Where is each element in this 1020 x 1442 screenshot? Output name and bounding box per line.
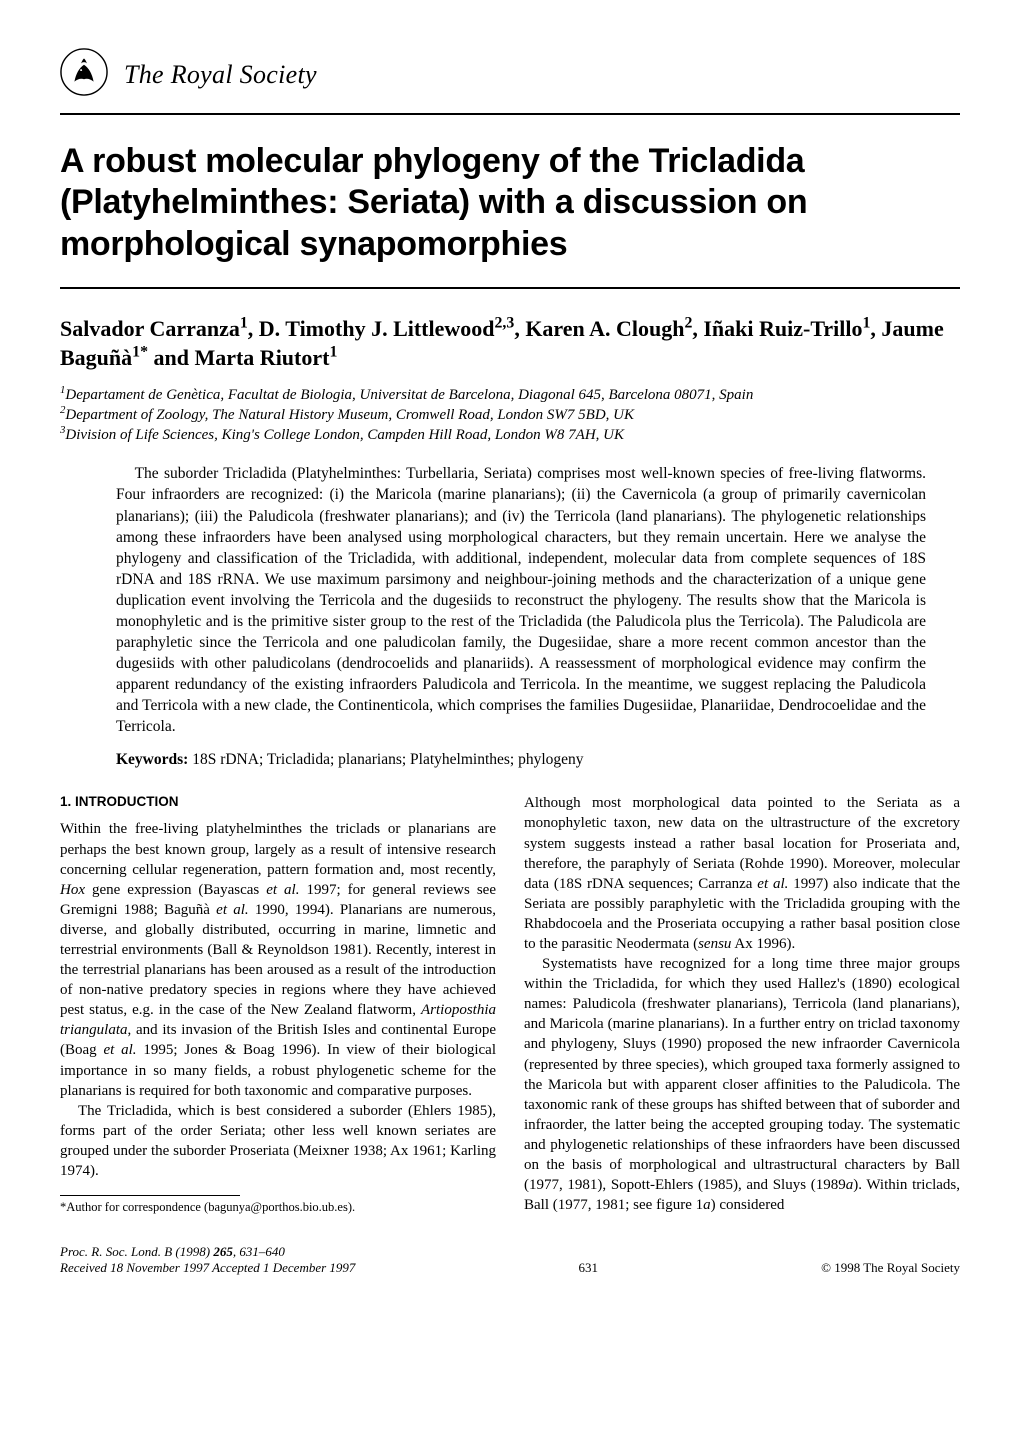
body-para: Systematists have recognized for a long …: [524, 954, 960, 1215]
keywords-label: Keywords:: [116, 751, 188, 768]
body-para: Within the free-living platyhelminthes t…: [60, 819, 496, 1100]
body-para: The Tricladida, which is best considered…: [60, 1101, 496, 1181]
affiliation-3: 3Division of Life Sciences, King's Colle…: [60, 425, 960, 445]
affiliation-2: 2Department of Zoology, The Natural Hist…: [60, 405, 960, 425]
section-heading-intro: 1. INTRODUCTION: [60, 793, 496, 811]
page-header: The Royal Society: [60, 48, 960, 101]
page-footer: Proc. R. Soc. Lond. B (1998) 265, 631–64…: [60, 1244, 960, 1276]
keywords-value: 18S rDNA; Tricladida; planarians; Platyh…: [192, 751, 583, 768]
footer-received: Received 18 November 1997 Accepted 1 Dec…: [60, 1260, 355, 1276]
abstract-text: The suborder Tricladida (Platyhelminthes…: [116, 463, 926, 737]
footer-citation: Proc. R. Soc. Lond. B (1998) 265, 631–64…: [60, 1244, 355, 1260]
footnote-rule: [60, 1195, 240, 1196]
affiliation-1: 1Departament de Genètica, Facultat de Bi…: [60, 385, 960, 405]
affiliations: 1Departament de Genètica, Facultat de Bi…: [60, 385, 960, 446]
corresponding-author-footnote: *Author for correspondence (bagunya@port…: [60, 1200, 496, 1216]
royal-society-logo-icon: [60, 48, 108, 101]
body-para: Although most morphological data pointed…: [524, 793, 960, 954]
divider-under-title: [60, 287, 960, 289]
divider-top: [60, 113, 960, 115]
body-columns: 1. INTRODUCTION Within the free-living p…: [60, 793, 960, 1215]
authors-line: Salvador Carranza1, D. Timothy J. Little…: [60, 315, 960, 372]
article-title: A robust molecular phylogeny of the Tric…: [60, 141, 960, 265]
footer-page-number: 631: [355, 1260, 821, 1276]
column-right: Although most morphological data pointed…: [524, 793, 960, 1215]
column-left: 1. INTRODUCTION Within the free-living p…: [60, 793, 496, 1215]
footer-citation-block: Proc. R. Soc. Lond. B (1998) 265, 631–64…: [60, 1244, 355, 1276]
keywords-line: Keywords: 18S rDNA; Tricladida; planaria…: [116, 751, 926, 769]
footer-copyright: © 1998 The Royal Society: [821, 1260, 960, 1276]
journal-name: The Royal Society: [124, 60, 317, 90]
